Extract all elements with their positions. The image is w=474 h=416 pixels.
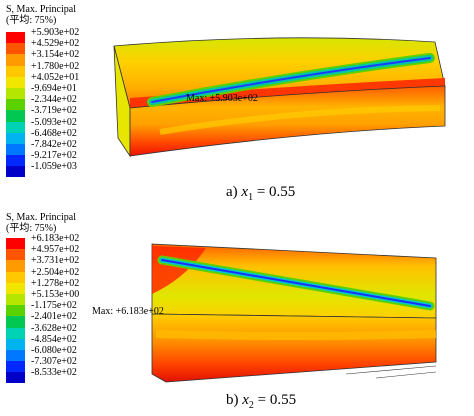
legend-swatch	[6, 99, 25, 111]
caption-sub: 2	[248, 400, 254, 411]
legend-swatch	[6, 305, 25, 317]
legend-swatch	[6, 76, 25, 88]
legend-swatch	[6, 32, 25, 44]
legend-value: +4.529e+02	[31, 38, 80, 50]
legend-swatch	[6, 121, 25, 133]
legend-value: +1.278e+02	[31, 277, 80, 289]
legend-swatch	[6, 166, 25, 178]
step-edges	[345, 365, 437, 379]
model-front-face	[129, 85, 446, 157]
legend-title-line2: (平均: 75%)	[6, 223, 57, 234]
contour-band	[155, 330, 437, 340]
legend-value: +4.957e+02	[31, 244, 80, 256]
caption-sub: 1	[248, 192, 254, 203]
legend-value: -8.533e+02	[31, 367, 77, 379]
legend-title-line1: S, Max. Principal	[6, 212, 76, 223]
legend-value: -9.217e+02	[31, 150, 77, 162]
caption-var: x	[242, 392, 249, 408]
legend-value: -7.842e+02	[31, 138, 77, 150]
legend-value: +2.504e+02	[31, 266, 80, 278]
legend-value: -9.694e+01	[31, 82, 77, 94]
legend-swatch	[6, 54, 25, 66]
contour-swirl	[159, 105, 441, 135]
legend-title-line2: (平均: 75%)	[6, 15, 57, 26]
legend-swatch	[6, 110, 25, 122]
legend-value: +4.052e+01	[31, 71, 80, 83]
max-label: Max: +5.903e+02	[186, 93, 258, 104]
legend-title: S, Max. Principal (平均: 75%)	[6, 4, 76, 26]
legend-swatch	[6, 87, 25, 100]
legend-title-line1: S, Max. Principal	[6, 4, 76, 15]
caption-var: x	[241, 184, 249, 200]
legend-value: -2.401e+02	[31, 311, 77, 323]
fe-model-contour-b	[151, 243, 437, 383]
legend-swatch	[6, 293, 25, 306]
caption-value: = 0.55	[256, 184, 296, 200]
crack-band-core	[161, 259, 431, 307]
legend-swatch	[6, 316, 25, 328]
legend-value: +6.183e+02	[31, 233, 80, 244]
max-label: Max: +6.183e+02	[92, 306, 164, 317]
legend-swatch	[6, 260, 25, 272]
caption-prefix: b)	[226, 392, 239, 408]
legend-swatch	[6, 338, 25, 350]
panel-a: S, Max. Principal (平均: 75%) +5.903e+02 +…	[6, 4, 446, 203]
legend-value: -1.059e+03	[31, 161, 77, 173]
caption-value: = 0.55	[257, 392, 297, 408]
legend-swatch	[6, 361, 25, 373]
legend-value: -7.307e+02	[31, 356, 77, 368]
legend-value: -6.080e+02	[31, 344, 77, 356]
legend-value: +3.731e+02	[31, 255, 80, 267]
legend-value: +1.780e+02	[31, 60, 80, 72]
caption-a: a) x1 = 0.55	[226, 184, 295, 203]
panel-b: S, Max. Principal (平均: 75%) +6.183e+02 +…	[0, 208, 474, 416]
legend-swatch	[6, 43, 25, 55]
legend-swatch	[6, 327, 25, 339]
legend-swatch	[6, 249, 25, 261]
caption-prefix: a)	[226, 184, 238, 200]
legend-value: +3.154e+02	[31, 49, 80, 61]
legend-swatch	[6, 132, 25, 144]
legend-value: -3.719e+02	[31, 105, 77, 117]
legend-value: +5.153e+00	[31, 288, 80, 300]
caption-b: b) x2 = 0.55	[226, 392, 296, 411]
legend-value: -3.628e+02	[31, 322, 77, 334]
legend-value: +5.903e+02	[31, 27, 80, 38]
crack-band-core	[151, 57, 431, 103]
legend-value: -4.854e+02	[31, 333, 77, 345]
legend-swatch	[6, 143, 25, 156]
legend-value: -2.344e+02	[31, 94, 77, 106]
legend-title: S, Max. Principal (平均: 75%)	[6, 212, 76, 234]
legend-swatch	[6, 238, 25, 250]
fe-model-contour-a	[113, 37, 446, 158]
legend-swatch	[6, 372, 25, 384]
legend-swatch	[6, 271, 25, 283]
legend-value: -1.175e+02	[31, 300, 77, 312]
legend-value: -6.468e+02	[31, 127, 77, 139]
legend-value: -5.093e+02	[31, 116, 77, 128]
legend-swatch	[6, 65, 25, 77]
legend-swatch	[6, 155, 25, 167]
model-front-face	[151, 313, 437, 383]
legend-swatch	[6, 349, 25, 362]
legend-swatch	[6, 282, 25, 294]
